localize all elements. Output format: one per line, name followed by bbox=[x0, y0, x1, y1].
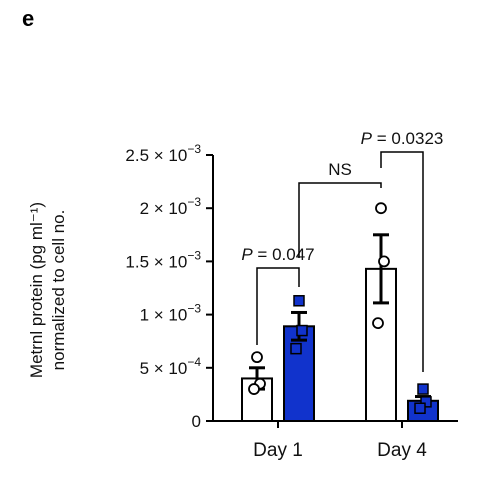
axes: 0 5 × 10−4 1 × 10−3 1.5 × 10−3 2 × 10−3 2.5 ×… bbox=[125, 142, 458, 461]
ns-comparison-bracket bbox=[298, 182, 382, 258]
y-axis-label-line1: Metrnl protein (pg ml⁻¹) bbox=[27, 202, 46, 378]
y-tick-label: 0 bbox=[192, 412, 201, 431]
x-tick-label: Day 1 bbox=[253, 440, 303, 461]
y-tick-label: 2.5 × 10−3 bbox=[125, 142, 201, 165]
day4-comparison-label: P = 0.0323 bbox=[361, 129, 444, 148]
panel-label: e bbox=[22, 6, 35, 31]
y-tick-label: 2 × 10−3 bbox=[140, 195, 202, 218]
day1-comparison-bracket bbox=[256, 267, 300, 345]
data-point bbox=[375, 202, 387, 215]
y-tick-label: 1.5 × 10−3 bbox=[125, 248, 201, 271]
data-point bbox=[420, 396, 432, 408]
y-axis-label-line2: normalized to cell no. bbox=[49, 210, 68, 371]
y-axis-label: Metrnl protein (pg ml⁻¹) normalized to c… bbox=[27, 202, 68, 378]
significance-annotations: P = 0.047 NS P = 0.0323 bbox=[241, 129, 443, 372]
ns-comparison-label: NS bbox=[328, 160, 352, 179]
y-tick-label: 5 × 10−4 bbox=[140, 355, 202, 378]
data-point bbox=[290, 342, 302, 355]
data-point bbox=[417, 383, 429, 395]
day4-comparison-bracket bbox=[380, 151, 424, 372]
data-point bbox=[378, 255, 390, 268]
data-point bbox=[296, 324, 308, 337]
day1-comparison-label: P = 0.047 bbox=[241, 245, 314, 264]
data-points bbox=[248, 202, 432, 414]
x-tick-label: Day 4 bbox=[377, 440, 427, 461]
data-point bbox=[414, 402, 426, 414]
data-point bbox=[251, 351, 263, 364]
data-point bbox=[293, 295, 305, 307]
y-tick-label: 1 × 10−3 bbox=[140, 302, 202, 325]
data-point bbox=[372, 317, 384, 330]
data-point bbox=[248, 383, 260, 395]
